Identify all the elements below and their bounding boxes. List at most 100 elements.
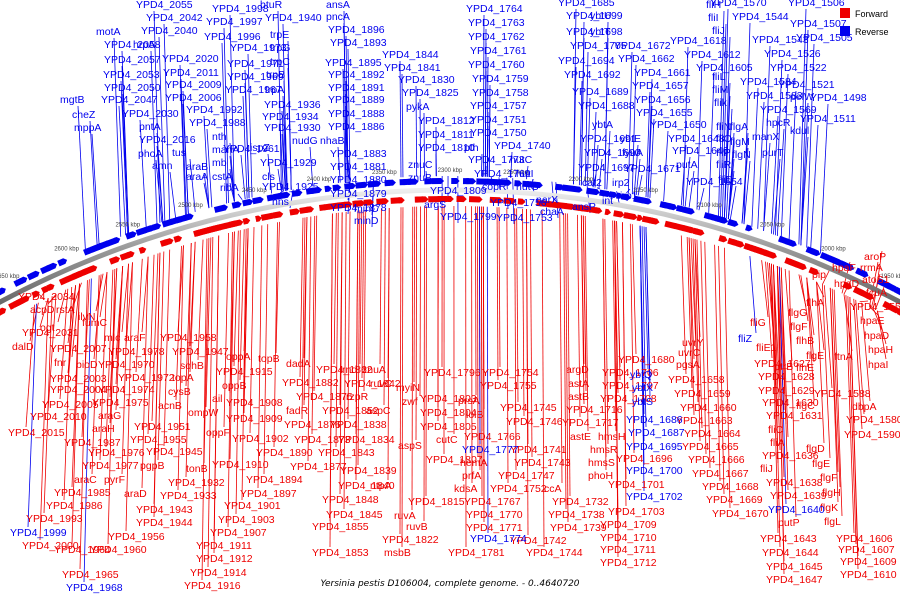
gene-connector [109, 268, 118, 424]
forward-gene-label: flgC [796, 400, 815, 412]
gene-connector [71, 283, 80, 545]
gene-connector [135, 258, 143, 373]
forward-gene-label: YPD4_1702 [626, 491, 683, 503]
kbp-tick-label: 2600 kbp [54, 246, 79, 252]
forward-gene-label: YPD4_1742 [510, 535, 567, 547]
forward-gene-label: YPD4_1909 [226, 413, 283, 425]
forward-gene-label: astE [570, 431, 591, 443]
gene-connector [247, 53, 253, 198]
gene-connector [727, 170, 735, 220]
forward-gene-label: YPD4_2005 [42, 399, 99, 411]
legend-reverse-swatch [840, 26, 850, 36]
forward-gene-label: YPD4_1766 [464, 431, 521, 443]
reverse-feature-arrow [641, 197, 652, 205]
forward-gene-label: fliC [768, 424, 784, 436]
reverse-gene-label: btuR [260, 0, 283, 11]
gene-connector [343, 211, 347, 510]
forward-gene-label: YPD4_1986 [46, 500, 103, 512]
gene-connector [800, 136, 809, 246]
reverse-gene-label: flgA [730, 121, 748, 133]
reverse-gene-label: YPD4_1655 [636, 107, 693, 119]
reverse-gene-label: YPD4_1740 [494, 140, 551, 152]
reverse-gene-label: fyuA [622, 147, 643, 159]
label-connector-lines [25, 8, 887, 583]
forward-gene-label: YPD4_1670 [712, 508, 769, 520]
reverse-gene-label: YPD4_1646 [672, 145, 729, 157]
forward-gene-label: YPD4_1911 [196, 540, 252, 552]
reverse-gene-label: znuC [408, 159, 433, 171]
gene-connector [141, 256, 149, 489]
gene-connector [301, 217, 306, 420]
forward-gene-label: YPD4_1894 [246, 474, 303, 486]
reverse-feature-arrow [855, 267, 869, 278]
forward-gene-label: YPD4_1744 [526, 547, 583, 559]
gene-connector [641, 226, 647, 428]
gene-connector [179, 64, 186, 215]
gene-connector [629, 223, 635, 454]
gene-connector [342, 68, 346, 182]
gene-connector [763, 45, 771, 231]
forward-gene-label: YPD4_1978 [108, 346, 165, 358]
gene-connector [281, 133, 286, 191]
forward-gene-label: flgH [822, 487, 841, 499]
reverse-gene-label: YPD4_1841 [384, 62, 441, 74]
forward-gene-label: YPD4_1944 [136, 517, 193, 529]
gene-connector [229, 182, 235, 202]
reverse-gene-label: flgN [732, 149, 751, 161]
gene-connector [806, 43, 815, 248]
gene-connector [279, 190, 284, 194]
forward-gene-label: YPD4_1862 [316, 364, 373, 376]
reverse-feature-arrow [283, 191, 291, 199]
reverse-gene-label: fliH [706, 0, 721, 11]
reverse-gene-label: pth [464, 142, 479, 154]
gene-connector [692, 238, 699, 403]
reverse-feature-arrow [332, 184, 342, 192]
reverse-gene-label: YPD4_1973 [230, 42, 287, 54]
forward-gene-label: YPD4_1771 [466, 522, 523, 534]
gene-connector [223, 27, 229, 203]
reverse-gene-label: YPD4_1690 [584, 147, 641, 159]
forward-gene-label: YPD4_1845 [326, 509, 383, 521]
forward-gene-label: YPD4_1915 [216, 366, 273, 378]
gene-connector [859, 300, 869, 303]
gene-connector [177, 245, 184, 491]
forward-gene-label: ybtX [632, 382, 653, 394]
forward-feature-arrow [517, 198, 526, 205]
forward-gene-label: YPD4_1559 [850, 301, 900, 313]
gene-connector [267, 153, 273, 194]
gene-connector [682, 46, 689, 206]
reverse-gene-label: YPD4_1830 [398, 74, 455, 86]
reverse-feature-arrow [608, 191, 618, 199]
reverse-feature-arrow [514, 180, 523, 187]
gene-connector [694, 239, 701, 442]
forward-gene-label: YPD4_1701 [608, 479, 665, 491]
reverse-gene-label: ybtA [592, 119, 613, 131]
gene-connector [213, 235, 220, 554]
reverse-gene-label: YPD4_1998 [212, 3, 269, 15]
gene-connector [627, 51, 633, 194]
gene-connector [816, 281, 825, 444]
reverse-feature-arrow [231, 201, 242, 209]
gene-connector [604, 219, 609, 445]
forward-gene-label: YPD4_1669 [706, 494, 763, 506]
reverse-gene-label: narX [536, 194, 558, 206]
forward-gene-label: ccA [544, 483, 562, 495]
gene-connector [91, 133, 100, 246]
gene-connector [743, 160, 751, 225]
gene-connector [229, 14, 235, 202]
gene-connector [399, 60, 402, 178]
gene-connector [309, 146, 314, 187]
gene-connector [242, 95, 248, 199]
gene-connector [299, 217, 304, 378]
reverse-gene-label: pykA [406, 101, 429, 113]
gene-connector [39, 297, 49, 328]
gene-connector [861, 302, 871, 402]
reverse-feature-arrow [668, 203, 678, 211]
gene-connector [596, 187, 601, 190]
reverse-gene-label: manX [752, 131, 779, 143]
forward-gene-label: YPD4_1855 [312, 521, 369, 533]
forward-gene-label: YPD4_1659 [674, 388, 731, 400]
reverse-gene-label: YPD4_2050 [104, 82, 161, 94]
gene-connector [849, 297, 859, 570]
forward-gene-label: lolB [466, 409, 484, 421]
